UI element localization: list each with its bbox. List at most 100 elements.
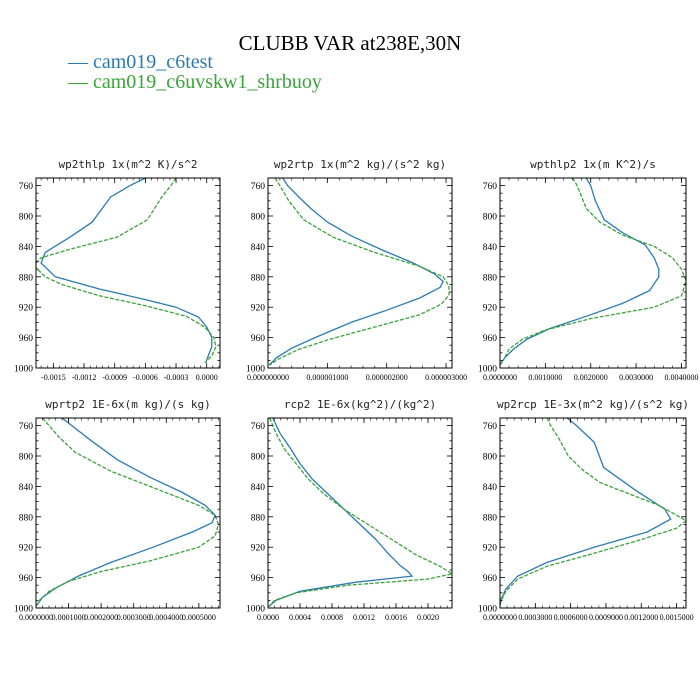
legend-label-2: cam019_c6uvskw1_shrbuoy	[93, 71, 322, 93]
xtick-label: 0.000001000	[306, 373, 348, 382]
ytick-label: 960	[19, 334, 34, 344]
ytick-label: 880	[19, 273, 34, 283]
series-line-6-1	[500, 418, 672, 606]
xtick-label: 0.0030000	[619, 373, 653, 382]
ytick-label: 880	[19, 513, 34, 523]
ytick-label: 920	[19, 544, 34, 554]
xtick-label: 0.0015000	[660, 613, 694, 622]
xtick-label: 0.0000000	[19, 613, 53, 622]
series-line-2-2	[269, 178, 450, 366]
panel-title-4: wprtp2 1E-6x(m kg)/(s kg)	[45, 398, 211, 411]
legend-entry-2: — cam019_c6uvskw1_shrbuoy	[67, 71, 322, 93]
xtick-label: 0.0006000	[554, 613, 588, 622]
panel-4: wprtp2 1E-6x(m kg)/(s kg) 760 800 840 880 920…	[14, 398, 221, 622]
series-line-3-1	[500, 178, 660, 366]
ytick-label: 1000	[14, 365, 33, 375]
ytick-label: 1000	[478, 365, 497, 375]
xtick-label: 0.0008	[321, 613, 343, 622]
xtick-label: 0.0020	[417, 613, 439, 622]
series-line-3-2	[500, 178, 686, 366]
xtick-label: 0.0003000	[518, 613, 552, 622]
ytick-label: 800	[19, 213, 34, 223]
ytick-label: 880	[483, 273, 498, 283]
ytick-label: 840	[19, 243, 34, 253]
ytick-label: 840	[19, 483, 34, 493]
panel-title-5: rcp2 1E-6x(kg^2)/(kg^2)	[284, 398, 436, 411]
xtick-label: 0.0000000	[483, 373, 517, 382]
xtick-label: 0.0001000	[52, 613, 86, 622]
ytick-label: 800	[251, 213, 266, 223]
legend: — cam019_c6test — cam019_c6uvskw1_shrbuo…	[67, 51, 322, 93]
ytick-label: 840	[483, 243, 498, 253]
ytick-label: 760	[19, 182, 34, 192]
xtick-label: 0.0000	[257, 613, 279, 622]
ytick-label: 920	[483, 544, 498, 554]
xtick-label: 0.0003000	[117, 613, 151, 622]
ytick-label: 920	[483, 304, 498, 314]
plot-frame-2	[267, 177, 453, 369]
xtick-label: -0.0009	[102, 373, 127, 382]
series-line-4-2	[36, 418, 220, 606]
plot-frame-3	[499, 177, 687, 369]
legend-dash-2: —	[67, 71, 93, 93]
panel-title-1: wp2thlp 1x(m^2 K)/s^2	[58, 158, 197, 171]
ytick-label: 840	[251, 483, 266, 493]
ytick-label: 800	[19, 453, 34, 463]
ytick-label: 960	[483, 574, 498, 584]
panel-title-3: wpthlp2 1x(m K^2)/s	[530, 158, 656, 171]
ytick-label: 960	[251, 334, 266, 344]
xtick-label: 0.0004	[289, 613, 311, 622]
xtick-label: 0.0016	[385, 613, 407, 622]
ytick-label: 840	[251, 243, 266, 253]
ytick-label: 1000	[246, 605, 265, 615]
xtick-label: 0.0005000	[182, 613, 216, 622]
xtick-label: 0.0004000	[149, 613, 183, 622]
plot-frame-4	[35, 417, 221, 609]
ytick-label: 960	[251, 574, 266, 584]
plot-frame-1	[35, 177, 221, 369]
xtick-label: 0.000003000	[425, 373, 467, 382]
ytick-label: 1000	[246, 365, 265, 375]
series-line-6-2	[500, 418, 686, 606]
xtick-label: -0.0006	[133, 373, 158, 382]
panel-5: rcp2 1E-6x(kg^2)/(kg^2) 760 800 840 880 920 96…	[246, 398, 453, 622]
ytick-label: 1000	[478, 605, 497, 615]
ytick-label: 880	[251, 273, 266, 283]
ytick-label: 920	[251, 544, 266, 554]
series-line-1-2	[36, 178, 217, 364]
plot-frame-5	[267, 417, 453, 609]
panel-6: wp2rcp 1E-3x(m^2 kg)/(s^2 kg) 760 800 840 88…	[478, 398, 694, 622]
ytick-label: 760	[251, 182, 266, 192]
ytick-label: 800	[251, 453, 266, 463]
ytick-label: 760	[483, 422, 498, 432]
ytick-label: 880	[251, 513, 266, 523]
xtick-label: 0.0012000	[624, 613, 658, 622]
legend-label-1: cam019_c6test	[93, 51, 213, 73]
series-line-2-1	[268, 178, 444, 366]
ytick-label: 800	[483, 213, 498, 223]
ytick-label: 960	[483, 334, 498, 344]
xtick-label: 0.000000000	[247, 373, 289, 382]
legend-entry-1: — cam019_c6test	[67, 51, 213, 73]
figure-title: CLUBB VAR at238E,30N	[239, 31, 462, 55]
xtick-label: -0.0012	[72, 373, 97, 382]
xtick-label: 0.0010000	[528, 373, 562, 382]
xtick-label: 0.0020000	[574, 373, 608, 382]
panels: wp2thlp 1x(m^2 K)/s^2 760 800 840 880 920 960 1…	[14, 158, 698, 622]
series-line-5-2	[268, 418, 452, 607]
xtick-label: 0.000002000	[366, 373, 408, 382]
panel-title-6: wp2rcp 1E-3x(m^2 kg)/(s^2 kg)	[497, 398, 689, 411]
ytick-label: 760	[483, 182, 498, 192]
ytick-label: 1000	[14, 605, 33, 615]
xtick-label: -0.0003	[164, 373, 189, 382]
xtick-label: 0.0000000	[483, 613, 517, 622]
panel-1: wp2thlp 1x(m^2 K)/s^2 760 800 840 880 920 960 1…	[14, 158, 221, 382]
xtick-label: 0.0040000	[664, 373, 698, 382]
ytick-label: 960	[19, 574, 34, 584]
legend-dash-1: —	[67, 51, 93, 73]
ytick-label: 840	[483, 483, 498, 493]
series-line-5-1	[268, 418, 414, 607]
panel-2: wp2rtp 1x(m^2 kg)/(s^2 kg) 760 800 840 880 92…	[246, 158, 467, 382]
xtick-label: 0.0000	[196, 373, 218, 382]
